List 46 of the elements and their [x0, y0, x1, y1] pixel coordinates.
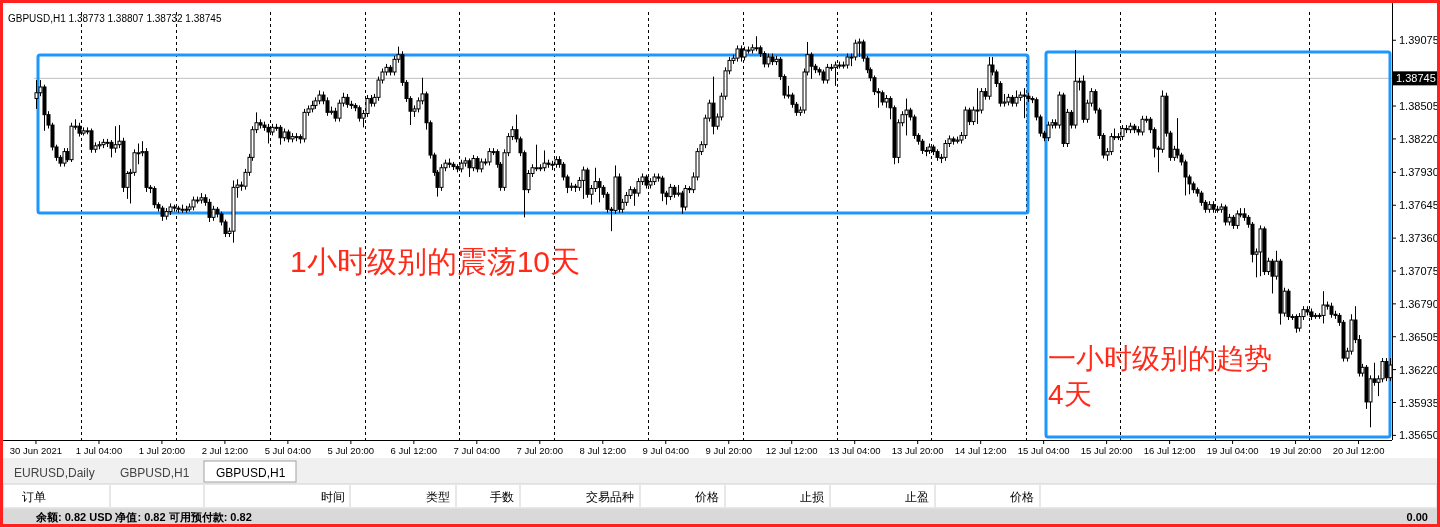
annotation: 1小时级别的震荡10天	[290, 245, 581, 278]
y-tick-label: 1.39075	[1399, 34, 1439, 47]
chart-title: GBPUSD,H1 1.38773 1.38807 1.38732 1.38745	[8, 13, 222, 24]
x-tick-label: 1 Jul 20:00	[138, 445, 186, 456]
text: GBPUSD,H1	[120, 466, 190, 480]
x-tick-label: 9 Jul 04:00	[642, 445, 690, 456]
x-tick-label: 1 Jul 04:00	[75, 445, 123, 456]
text: 止损	[800, 490, 824, 504]
y-tick-label: 1.37075	[1399, 264, 1439, 277]
text: 手数	[490, 490, 514, 504]
x-tick-label: 14 Jul 12:00	[954, 445, 1007, 456]
x-tick-label: 8 Jul 12:00	[579, 445, 627, 456]
x-tick-label: 6 Jul 12:00	[390, 445, 438, 456]
text: 交易品种	[586, 490, 634, 504]
ref-line-label: 1.38745	[1396, 72, 1436, 85]
y-tick-label: 1.38505	[1399, 100, 1439, 113]
text: 价格	[695, 490, 719, 504]
y-tick-label: 1.37645	[1399, 199, 1439, 212]
y-tick-label: 1.35935	[1399, 396, 1439, 409]
text: 订单	[22, 490, 46, 504]
x-tick-label: 19 Jul 20:00	[1269, 445, 1322, 456]
text: GBPUSD,H1	[216, 466, 286, 480]
text: EURUSD,Daily	[14, 466, 95, 480]
x-tick-label: 7 Jul 20:00	[516, 445, 564, 456]
text: 止盈	[905, 490, 929, 504]
x-tick-label: 7 Jul 04:00	[453, 445, 501, 456]
x-tick-label: 5 Jul 04:00	[264, 445, 312, 456]
annotation: 一小时级别的趋势4天	[1048, 343, 1272, 410]
text: 0.00	[1406, 511, 1428, 523]
text: 类型	[426, 490, 450, 504]
x-tick-label: 13 Jul 04:00	[828, 445, 881, 456]
x-tick-label: 2 Jul 12:00	[201, 445, 249, 456]
x-tick-label: 9 Jul 20:00	[705, 445, 752, 456]
x-tick-label: 15 Jul 20:00	[1080, 445, 1133, 456]
text: 价格	[1010, 490, 1034, 504]
x-tick-label: 15 Jul 04:00	[1017, 445, 1070, 456]
x-tick-label: 20 Jul 12:00	[1332, 445, 1385, 456]
x-tick-label: 12 Jul 12:00	[765, 445, 818, 456]
x-tick-label: 19 Jul 04:00	[1206, 445, 1259, 456]
text: 余额: 0.82 USD 净值: 0.82 可用预付款: 0.82	[36, 511, 252, 523]
x-tick-label: 5 Jul 20:00	[327, 445, 375, 456]
x-tick-label: 30 Jun 2021	[9, 445, 63, 456]
x-tick-label: 16 Jul 12:00	[1143, 445, 1196, 456]
x-tick-label: 13 Jul 20:00	[891, 445, 944, 456]
text: 时间	[321, 490, 345, 504]
y-tick-label: 1.36505	[1399, 330, 1439, 343]
